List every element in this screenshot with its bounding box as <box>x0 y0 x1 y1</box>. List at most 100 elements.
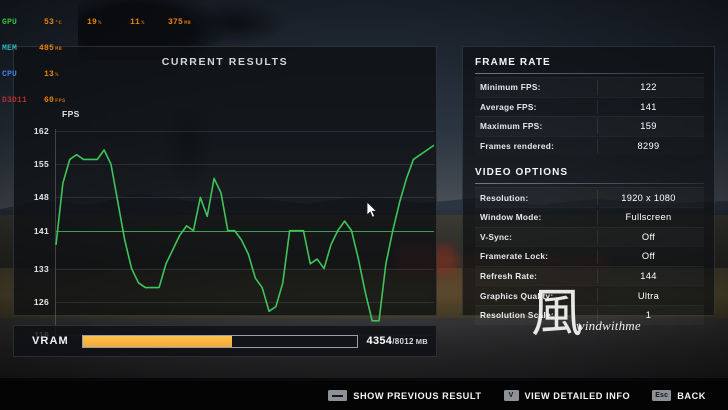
fps-line-chart: 162155148141133126119 <box>34 126 435 340</box>
vram-readout: 4354/8012 MB <box>366 335 428 347</box>
video-options-section-title: VIDEO OPTIONS <box>475 167 569 179</box>
video-option-row-value: Fullscreen <box>625 212 672 223</box>
video-option-row-label: V-Sync: <box>480 231 513 242</box>
osd-label-mem: MEM <box>2 43 18 53</box>
chart-y-tick-label: 162 <box>33 126 49 136</box>
mouse-cursor <box>366 201 379 224</box>
osd-unit-gpu-temp: °C <box>55 19 63 27</box>
action-hint[interactable]: SHOW PREVIOUS RESULT <box>328 390 481 401</box>
osd-row-cpu: CPU 13 % <box>2 69 200 80</box>
osd-value-gpu-temp: 53 <box>43 18 54 28</box>
chart-y-axis <box>55 129 56 337</box>
chart-gridline <box>56 268 434 270</box>
video-option-row: Resolution: 1920 x 1080 <box>475 187 704 207</box>
frame-rate-row-label: Average FPS: <box>480 101 537 112</box>
video-option-row-value: 1 <box>645 310 652 321</box>
frame-rate-row-value: 141 <box>640 101 657 112</box>
osd-value-gpu-memory: 375 <box>167 18 183 28</box>
video-option-row: Window Mode: Fullscreen <box>475 206 704 227</box>
osd-unit-gpu-usage: % <box>98 19 102 27</box>
osd-value-mem: 485 <box>38 43 54 53</box>
action-hint-label: BACK <box>677 390 706 401</box>
video-option-row-label: Window Mode: <box>480 212 542 223</box>
current-results-panel: CURRENT RESULTS FPS 16215514814113312611… <box>13 46 437 340</box>
chart-fps-line <box>55 144 435 322</box>
chart-title: CURRENT RESULTS <box>161 56 289 68</box>
video-option-row: Resolution Scale: 1 <box>475 304 704 325</box>
vram-progress-fill <box>83 335 232 347</box>
key-badge-icon: Esc <box>652 390 672 401</box>
frame-rate-row: Frames rendered: 8299 <box>475 135 704 156</box>
chart-y-tick-label: 155 <box>33 159 49 170</box>
osd-unit-gpu-secondary: % <box>141 19 145 27</box>
video-option-row-label: Resolution Scale: <box>480 310 554 321</box>
frame-rate-row-label: Maximum FPS: <box>480 121 543 132</box>
video-option-row: Refresh Rate: 144 <box>475 265 704 286</box>
chart-y-tick-label: 148 <box>33 192 49 203</box>
video-option-row-value: 1920 x 1080 <box>621 192 676 203</box>
key-badge-icon <box>328 390 348 401</box>
vram-label: VRAM <box>32 335 69 347</box>
video-option-row-value: Off <box>641 251 656 262</box>
frame-rate-row: Average FPS: 141 <box>475 96 704 117</box>
key-badge-icon: V <box>503 390 519 401</box>
frame-rate-rows: Minimum FPS: 122 Average FPS: 141 Maximum FP… <box>475 77 704 155</box>
osd-value-gpu-secondary: 11 <box>129 18 140 28</box>
osd-unit-fps: FPS <box>55 96 66 104</box>
vram-total-value: 8012 <box>394 337 414 346</box>
hardware-monitor-overlay: GPU 53 °C 19 % 11 % 375 MB MEM 485 MB CP… <box>2 2 200 114</box>
frame-rate-divider <box>475 73 704 74</box>
frame-rate-section-title: FRAME RATE <box>475 57 551 68</box>
video-option-row-value: Off <box>641 231 656 242</box>
bottom-action-bar: SHOW PREVIOUS RESULT V VIEW DETAILED INFO E… <box>0 381 728 410</box>
chart-axis-label-fps: FPS <box>62 109 80 119</box>
info-panel: FRAME RATE Minimum FPS: 122 Average FPS: 14… <box>462 46 715 323</box>
frame-rate-row: Minimum FPS: 122 <box>475 77 704 97</box>
vram-used-value: 4354 <box>366 335 393 347</box>
frame-rate-row-value: 159 <box>640 121 657 132</box>
video-option-row-label: Resolution: <box>480 192 529 203</box>
osd-label-cpu: CPU <box>2 69 18 79</box>
chart-average-line <box>56 230 434 232</box>
osd-row-d3d11: D3D11 60 FPS <box>2 95 200 106</box>
vram-unit: MB <box>415 337 428 346</box>
osd-unit-mem: MB <box>55 44 63 52</box>
chart-y-tick-label: 126 <box>33 296 49 307</box>
osd-unit-cpu: % <box>55 70 59 78</box>
video-option-row: Framerate Lock: Off <box>475 246 704 266</box>
osd-label-d3d11: D3D11 <box>2 95 28 105</box>
chart-y-tick-label: 133 <box>33 263 49 274</box>
chart-gridline <box>56 164 434 166</box>
chart-series-svg <box>55 144 435 322</box>
video-option-row: Graphics Quality: Ultra <box>475 285 704 305</box>
video-option-row-value: 144 <box>640 271 657 282</box>
action-hint-label: SHOW PREVIOUS RESULT <box>353 390 482 401</box>
video-options-divider <box>475 183 704 185</box>
osd-row-mem: MEM 485 MB <box>2 43 200 54</box>
osd-row-gpu: GPU 53 °C 19 % 11 % 375 MB <box>2 19 200 28</box>
frame-rate-row-label: Minimum FPS: <box>480 82 541 93</box>
frame-rate-row: Maximum FPS: 159 <box>475 116 704 136</box>
frame-rate-row-label: Frames rendered: <box>480 141 555 152</box>
chart-gridline <box>56 301 434 303</box>
osd-value-cpu: 13 <box>43 69 54 79</box>
action-hint[interactable]: V VIEW DETAILED INFO <box>503 390 631 401</box>
chart-gridline <box>56 131 434 132</box>
video-option-row: V-Sync: Off <box>475 226 704 247</box>
osd-unit-gpu-memory: MB <box>184 19 192 27</box>
action-hint[interactable]: Esc BACK <box>652 390 706 401</box>
video-option-row-label: Framerate Lock: <box>480 251 549 262</box>
action-hint-label: VIEW DETAILED INFO <box>524 390 631 401</box>
chart-y-tick-label: 141 <box>33 225 49 236</box>
osd-label-gpu: GPU <box>2 18 18 28</box>
chart-gridline <box>56 197 434 199</box>
vram-progress-track <box>82 334 358 348</box>
osd-value-fps: 60 <box>43 95 54 105</box>
frame-rate-row-value: 8299 <box>637 141 660 152</box>
video-option-row-label: Refresh Rate: <box>480 271 538 282</box>
vram-panel: VRAM 4354/8012 MB <box>13 325 437 357</box>
osd-value-gpu-usage: 19 <box>86 18 97 28</box>
video-options-rows: Resolution: 1920 x 1080 Window Mode: Fullsc… <box>475 187 704 324</box>
video-option-row-value: Ultra <box>637 290 660 301</box>
